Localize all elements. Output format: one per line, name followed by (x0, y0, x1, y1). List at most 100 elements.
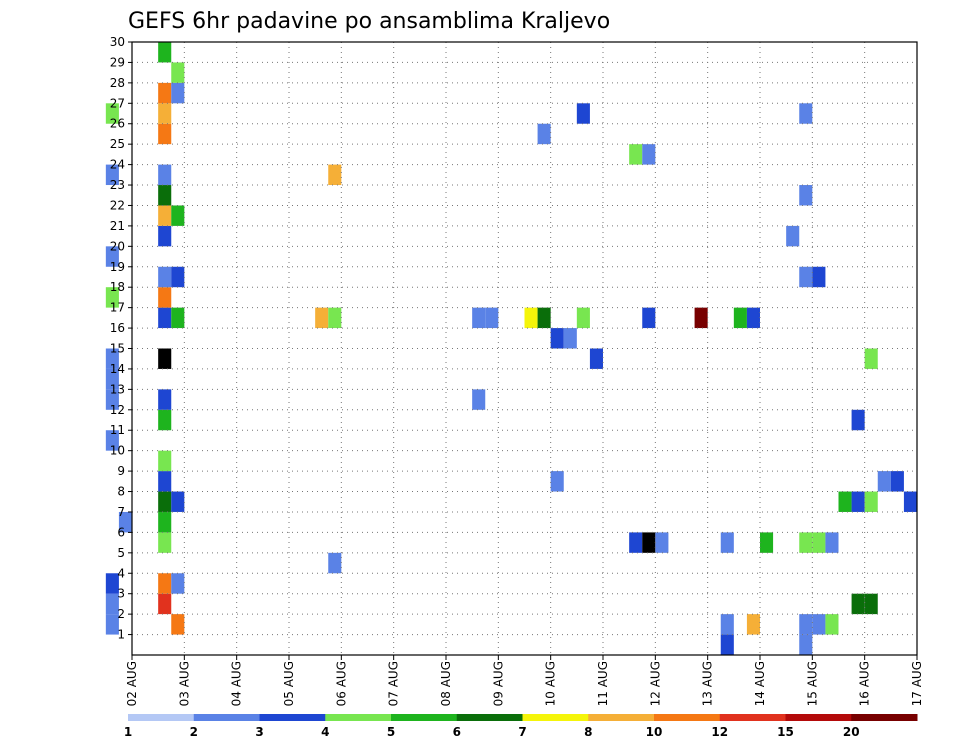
heatmap-cell (158, 287, 172, 308)
heatmap-cell (746, 614, 760, 635)
heatmap-cell (315, 307, 329, 329)
x-tick-label: 03 AUG (177, 661, 191, 706)
heatmap-cell (903, 491, 917, 512)
y-tick-label: 18 (110, 280, 125, 294)
colorbar: 1 2 3 4 5 6 7 8 10 12 15 20 (124, 714, 918, 739)
heatmap-cell (171, 205, 185, 226)
colorbar-segment (259, 714, 326, 721)
heatmap-cell (105, 164, 119, 186)
y-tick-label: 1 (117, 628, 125, 642)
y-tick-label: 25 (110, 137, 125, 151)
chart-title: GEFS 6hr padavine po ansamblima Kraljevo (128, 9, 610, 34)
heatmap-cell (158, 103, 172, 124)
heatmap-cell (694, 307, 708, 329)
x-tick-label: 14 AUG (753, 661, 767, 706)
heatmap-cells (105, 42, 917, 655)
heatmap-cell (118, 511, 132, 533)
x-tick-label: 13 AUG (701, 661, 715, 706)
heatmap-cell (589, 348, 603, 369)
y-tick-label: 24 (110, 158, 125, 172)
heatmap-cell (760, 532, 774, 553)
y-tick-label: 23 (110, 178, 125, 192)
heatmap-cell (720, 634, 734, 655)
heatmap-cell (105, 593, 119, 615)
heatmap-cell (629, 144, 643, 165)
heatmap-cell (812, 614, 826, 635)
colorbar-segment (325, 714, 392, 721)
colorbar-label: 10 (646, 725, 663, 739)
heatmap-cell (158, 348, 172, 369)
heatmap-cell (524, 307, 538, 329)
y-tick-label: 5 (117, 546, 125, 560)
y-axis: 1234567891011121314151617181920212223242… (110, 35, 132, 642)
x-tick-label: 08 AUG (439, 661, 453, 706)
heatmap-cell (799, 634, 813, 655)
y-tick-label: 17 (110, 301, 125, 315)
heatmap-cell (158, 593, 172, 615)
colorbar-segment (654, 714, 721, 721)
y-tick-label: 29 (110, 55, 125, 69)
colorbar-label: 5 (387, 725, 395, 739)
heatmap-cell (328, 164, 342, 186)
heatmap-cell (537, 307, 551, 329)
heatmap-cell (550, 328, 564, 349)
colorbar-segment (522, 714, 589, 721)
heatmap-cell (864, 593, 878, 615)
heatmap-cell (328, 552, 342, 574)
heatmap-cell (105, 389, 119, 410)
y-tick-label: 10 (110, 444, 125, 458)
x-tick-label: 16 AUG (858, 661, 872, 706)
x-tick-label: 05 AUG (282, 661, 296, 706)
colorbar-label: 12 (711, 725, 728, 739)
x-tick-label: 10 AUG (544, 661, 558, 706)
x-tick-label: 07 AUG (387, 661, 401, 706)
heatmap-cell (158, 409, 172, 431)
heatmap-cell (158, 471, 172, 492)
colorbar-segment (588, 714, 655, 721)
heatmap-cell (890, 471, 904, 492)
heatmap-cell (171, 266, 185, 288)
heatmap-cell (550, 471, 564, 492)
heatmap-cell (158, 389, 172, 410)
heatmap-cell (472, 389, 486, 410)
heatmap-cell (537, 123, 551, 145)
heatmap-cell (799, 266, 813, 288)
heatmap-cell (877, 471, 891, 492)
heatmap-cell (851, 491, 865, 512)
y-tick-label: 28 (110, 76, 125, 90)
colorbar-label: 3 (255, 725, 263, 739)
heatmap-cell (158, 573, 172, 594)
heatmap-cell (799, 614, 813, 635)
y-tick-label: 13 (110, 382, 125, 396)
heatmap-cell (328, 307, 342, 329)
heatmap-cell (158, 450, 172, 472)
y-tick-label: 7 (117, 505, 125, 519)
heatmap-cell (825, 614, 839, 635)
heatmap-cell (158, 164, 172, 186)
x-tick-label: 09 AUG (491, 661, 505, 706)
heatmap-cell (105, 614, 119, 635)
y-tick-label: 4 (117, 566, 125, 580)
heatmap-cell (485, 307, 499, 329)
heatmap-cell (799, 103, 813, 124)
heatmap-cell (472, 307, 486, 329)
heatmap-cell (629, 532, 643, 553)
colorbar-label: 8 (584, 725, 592, 739)
heatmap-cell (171, 62, 185, 83)
heatmap-cell (105, 103, 119, 124)
heatmap-cell (786, 225, 800, 247)
colorbar-label: 20 (843, 725, 860, 739)
heatmap-cell (746, 307, 760, 329)
x-tick-label: 12 AUG (648, 661, 662, 706)
y-tick-label: 14 (110, 362, 125, 376)
heatmap-cell (105, 573, 119, 594)
colorbar-segment (719, 714, 786, 721)
y-tick-label: 16 (110, 321, 125, 335)
heatmap-cell (105, 287, 119, 308)
heatmap-cell (642, 307, 656, 329)
y-tick-label: 21 (110, 219, 125, 233)
y-tick-label: 26 (110, 117, 125, 131)
heatmap-cell (105, 430, 119, 451)
y-tick-label: 22 (110, 198, 125, 212)
y-tick-label: 8 (117, 485, 125, 499)
